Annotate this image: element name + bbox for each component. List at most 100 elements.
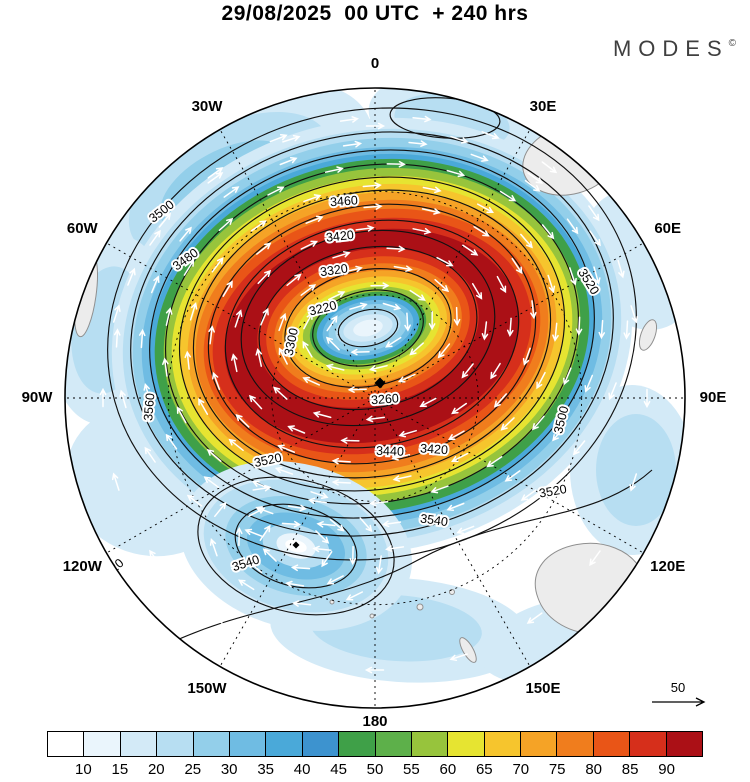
wind-arrow [382, 302, 402, 311]
wind-arrow [149, 229, 161, 246]
wind-arrow [381, 520, 402, 528]
height-contour [312, 289, 424, 367]
wind-arrow [511, 257, 523, 275]
wind-arrow [252, 484, 272, 492]
longitude-label: 0 [371, 55, 379, 72]
wind-arrow [490, 362, 501, 380]
wind-arrow [476, 203, 494, 213]
contour-group [240, 229, 496, 427]
wind-arrow [450, 452, 469, 463]
wind-shading-region [596, 414, 676, 526]
wind-arrow [393, 265, 413, 272]
wind-arrow [207, 172, 224, 184]
wind-arrow [392, 475, 412, 482]
colorbar-tick-label: 85 [621, 761, 639, 778]
wind-arrow [321, 551, 333, 568]
wind-arrow [453, 306, 461, 327]
longitude-label: 60E [654, 220, 681, 237]
graticule-line [106, 242, 376, 399]
wind-arrow [211, 257, 224, 273]
colorbar-swatch [339, 732, 376, 756]
wind-arrow [541, 224, 555, 240]
wind-arrow [278, 347, 288, 365]
wind-arrow [342, 140, 363, 148]
height-contour [224, 219, 520, 449]
wind-arrow [315, 530, 330, 544]
contour-label: 3540 [419, 511, 449, 529]
colorbar-tick-label: 15 [111, 761, 129, 778]
wind-arrow [481, 131, 500, 140]
wind-arrow [499, 190, 517, 202]
colorbar-tick-label: 60 [439, 761, 457, 778]
longitude-label: 120E [650, 558, 685, 575]
wind-arrow [238, 579, 255, 591]
wind-arrow [430, 485, 449, 494]
wind-arrow [404, 312, 411, 332]
wind-arrow [234, 309, 243, 328]
modes-logo-text: MODES [612, 36, 729, 61]
wind-arrow [397, 373, 416, 383]
wind-arrow [267, 186, 285, 196]
contour-label: 3440 [376, 444, 404, 459]
wind-arrow [481, 321, 489, 341]
wind-arrow [364, 666, 385, 674]
wind-arrow [593, 266, 601, 285]
wind-arrow [292, 600, 312, 607]
wind-arrow [434, 278, 450, 293]
wind-arrow [186, 494, 203, 507]
colorbar-tick-label: 70 [512, 761, 530, 778]
wind-arrow [376, 555, 383, 575]
contour-group [389, 97, 501, 139]
wind-arrow [326, 575, 344, 585]
wind-arrow [575, 316, 583, 336]
longitude-label: 60W [67, 220, 99, 237]
copyright-mark: © [728, 38, 736, 49]
wind-arrow [409, 342, 424, 356]
wind-arrow [260, 307, 269, 326]
wind-arrow [365, 122, 386, 130]
colorbar-swatch [557, 732, 594, 756]
wind-arrow [504, 470, 521, 482]
graticule-line [374, 397, 531, 667]
wind-arrow [349, 302, 368, 310]
wind-arrow [228, 438, 244, 452]
wind-arrow [385, 545, 405, 552]
longitude-label: 180 [362, 713, 387, 730]
colorbar-swatch [193, 732, 230, 756]
wind-arrow [149, 549, 161, 566]
wind-arrow [630, 305, 639, 324]
wind-arrow [359, 517, 373, 533]
wind-arrow [279, 156, 298, 166]
wind-arrow [162, 357, 169, 377]
wind-arrow [355, 225, 375, 232]
colorbar-swatch [448, 732, 485, 756]
wind-arrow [206, 612, 223, 624]
colorbar-swatch [266, 732, 303, 756]
colorbar-swatch [521, 732, 558, 756]
wind-arrow [127, 267, 136, 286]
height-contour [207, 203, 537, 465]
coastline [369, 613, 375, 619]
colorbar-tick-label: 40 [293, 761, 311, 778]
colorbar-swatch [120, 732, 158, 756]
wind-arrow [363, 203, 383, 210]
wind-arrow [386, 160, 406, 168]
wind-arrow [184, 350, 192, 370]
wind-arrow [287, 425, 306, 434]
wind-arrow [305, 215, 324, 224]
vector-scale-arrow [652, 697, 706, 707]
wind-arrow [350, 348, 370, 356]
wind-arrow [144, 446, 156, 463]
contour-label: 3560 [141, 392, 157, 421]
wind-arrow [273, 386, 288, 400]
wind-arrow [437, 343, 451, 359]
colorbar-swatch [48, 732, 85, 756]
wind-arrow [285, 580, 305, 588]
wind-arrow [277, 444, 296, 453]
wind-arrow [349, 545, 357, 566]
wind-arrow [623, 320, 631, 340]
height-contour [147, 469, 653, 655]
wind-arrow [345, 591, 364, 601]
